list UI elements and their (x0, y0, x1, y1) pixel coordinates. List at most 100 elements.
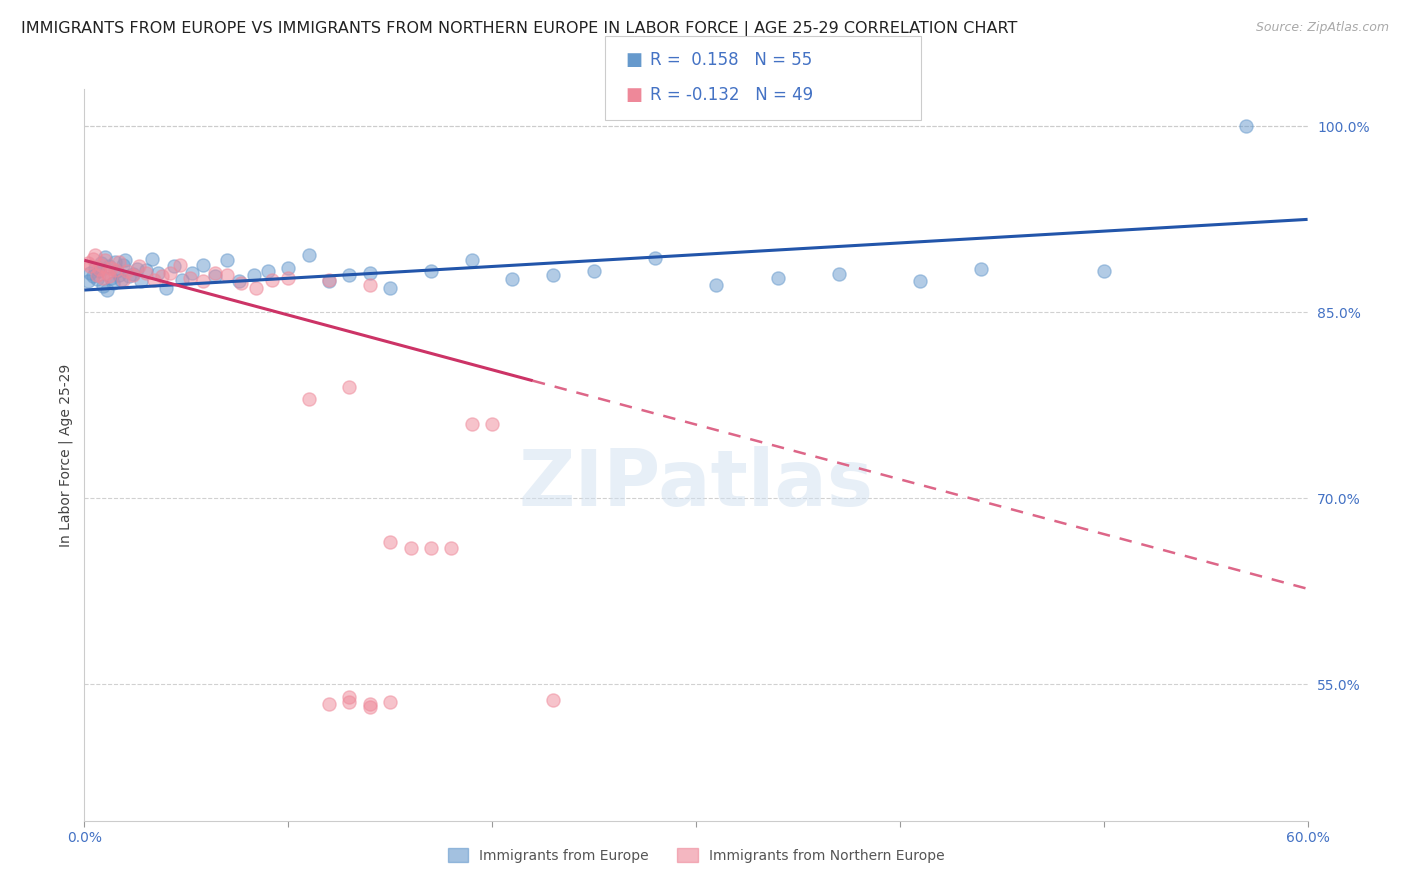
Point (155, 280, 177, 294)
Point (83, 248, 105, 262)
Point (217, 253, 239, 268)
Text: R = -0.132   N = 49: R = -0.132 N = 49 (650, 87, 813, 104)
Point (110, 273, 132, 287)
Point (191, 258, 214, 272)
Point (128, 260, 150, 274)
Point (231, 276, 253, 290)
Point (96, 283, 118, 297)
Point (228, 274, 250, 288)
Point (104, 254, 127, 268)
Point (339, 268, 361, 282)
Point (359, 697, 381, 711)
Point (359, 278, 381, 293)
Text: R =  0.158   N = 55: R = 0.158 N = 55 (650, 51, 811, 69)
Point (112, 258, 135, 272)
Point (481, 417, 503, 431)
Point (93, 250, 115, 264)
Point (83, 260, 105, 275)
Point (82, 252, 104, 266)
Point (1092, 264, 1115, 278)
Point (86, 272, 108, 286)
Point (105, 264, 128, 278)
Point (543, 693, 565, 707)
Point (440, 541, 463, 555)
Point (97, 269, 120, 284)
Point (91, 279, 114, 293)
Point (204, 269, 226, 284)
Point (163, 260, 186, 274)
Point (90, 258, 112, 272)
Text: ■: ■ (626, 51, 643, 69)
Point (96, 266, 118, 280)
Point (79, 260, 101, 274)
Point (461, 253, 484, 268)
Point (100, 260, 122, 275)
Point (142, 273, 165, 287)
Point (245, 280, 267, 294)
Point (181, 266, 204, 280)
Text: Source: ZipAtlas.com: Source: ZipAtlas.com (1256, 21, 1389, 34)
Legend: Immigrants from Europe, Immigrants from Northern Europe: Immigrants from Europe, Immigrants from … (441, 843, 950, 869)
Point (191, 274, 214, 288)
Point (87, 262, 110, 277)
Point (104, 263, 127, 277)
Point (420, 264, 443, 278)
Point (86, 268, 108, 282)
Text: ■: ■ (626, 87, 643, 104)
Point (1236, 120, 1258, 134)
Point (277, 260, 299, 275)
Point (169, 258, 191, 272)
Point (87, 264, 110, 278)
Point (114, 253, 136, 268)
Point (82, 269, 104, 284)
Point (318, 274, 340, 288)
Point (828, 267, 851, 281)
Y-axis label: In Labor Force | Age 25-29: In Labor Force | Age 25-29 (59, 363, 73, 547)
Point (399, 541, 422, 555)
Text: ZIPatlas: ZIPatlas (519, 446, 873, 522)
Point (420, 541, 443, 555)
Text: IMMIGRANTS FROM EUROPE VS IMMIGRANTS FROM NORTHERN EUROPE IN LABOR FORCE | AGE 2: IMMIGRANTS FROM EUROPE VS IMMIGRANTS FRO… (21, 21, 1018, 37)
Point (242, 268, 264, 282)
Point (706, 278, 728, 293)
Point (298, 392, 321, 406)
Point (77, 256, 100, 270)
Point (260, 273, 283, 287)
Point (583, 825, 606, 839)
Point (179, 270, 201, 285)
Point (359, 266, 381, 280)
Point (502, 272, 524, 286)
Point (380, 695, 402, 709)
Point (112, 273, 135, 287)
Point (108, 268, 131, 282)
Point (339, 380, 361, 394)
Point (277, 270, 299, 285)
Point (318, 697, 340, 711)
Point (339, 690, 361, 704)
Point (359, 699, 381, 714)
Point (135, 263, 157, 277)
Point (380, 280, 402, 294)
Point (318, 273, 340, 287)
Point (217, 268, 239, 282)
Point (77, 274, 100, 288)
Point (461, 417, 484, 431)
Point (93, 253, 115, 268)
Point (339, 695, 361, 709)
Point (583, 264, 606, 278)
Point (135, 266, 157, 280)
Point (115, 264, 138, 278)
Point (91, 270, 114, 285)
Point (100, 270, 122, 285)
Point (101, 276, 124, 290)
Point (150, 269, 173, 284)
Point (90, 256, 112, 270)
Point (159, 266, 181, 280)
Point (108, 254, 131, 268)
Point (910, 274, 932, 288)
Point (127, 262, 149, 277)
Point (644, 251, 666, 265)
Point (970, 262, 993, 277)
Point (204, 266, 226, 280)
Point (543, 268, 565, 282)
